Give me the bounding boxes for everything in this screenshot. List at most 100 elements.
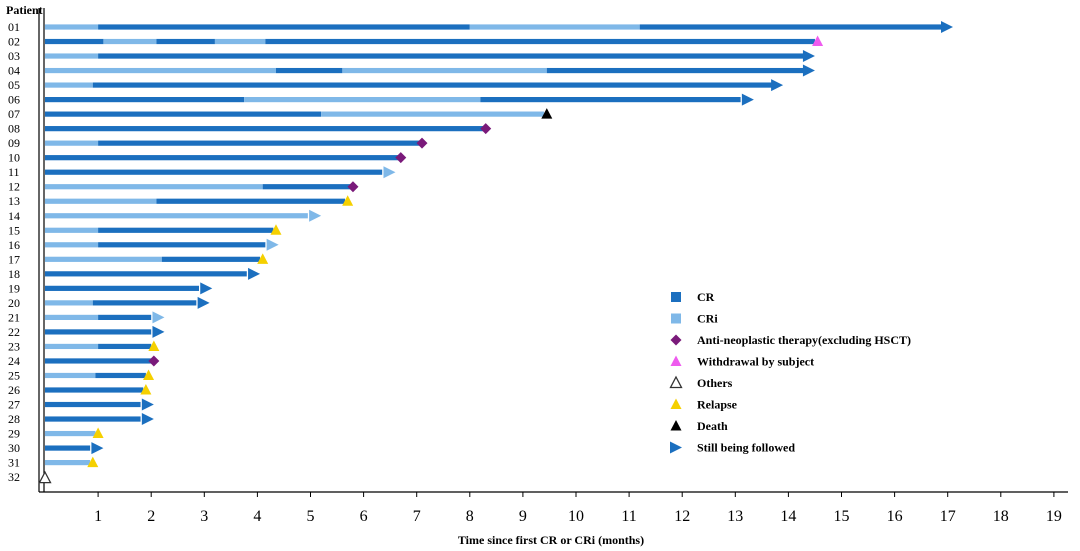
patient-row: 02 (8, 35, 824, 49)
anti-neoplastic-marker (148, 355, 160, 367)
patient-id: 13 (8, 194, 20, 208)
followed-arrow (802, 64, 815, 77)
legend-marker-death (670, 420, 682, 431)
patient-id: 27 (8, 398, 20, 412)
followed-arrow (200, 282, 213, 295)
patient-row: 07 (8, 107, 553, 121)
patient-id: 07 (8, 107, 20, 121)
cri-segment (45, 213, 308, 219)
x-tick-label: 7 (413, 508, 421, 525)
patient-row: 21 (8, 310, 165, 324)
cr-segment (45, 445, 91, 451)
patient-row: 01 (8, 20, 954, 34)
cr-segment (45, 97, 245, 103)
cri-segment (45, 140, 99, 146)
x-tick-label: 8 (466, 508, 474, 525)
followed-arrow (248, 267, 261, 280)
cri-segment (45, 82, 93, 88)
others-marker (38, 470, 52, 484)
cr-segment (546, 67, 805, 74)
patient-row: 11 (8, 165, 396, 179)
cr-segment (262, 184, 351, 190)
cri-segment (342, 67, 547, 74)
legend-marker-others (669, 375, 683, 389)
legend-item: Still being followed (670, 441, 795, 455)
cri-segment (469, 24, 640, 30)
followed-arrow (941, 21, 954, 33)
patient-row: 14 (8, 209, 322, 223)
cr-segment (45, 155, 399, 161)
anti-neoplastic-marker (416, 137, 428, 149)
legend-marker-followed (670, 441, 682, 454)
x-tick-label: 9 (519, 508, 527, 525)
patient-id: 11 (8, 165, 20, 179)
anti-neoplastic-marker (347, 181, 359, 193)
cr-segment (156, 198, 346, 204)
cri-segment (45, 256, 162, 262)
legend-marker-cr (671, 292, 681, 302)
withdrawal-marker (812, 35, 824, 47)
legend-item: CRi (671, 312, 718, 326)
patient-id: 28 (8, 412, 20, 426)
cr-segment (45, 285, 199, 291)
cr-segment (98, 242, 266, 248)
cri-segment (45, 314, 99, 320)
legend-marker-relapse (670, 398, 682, 409)
patient-id: 15 (8, 223, 20, 237)
cr-segment (45, 271, 247, 277)
followed-arrow (141, 398, 154, 411)
x-tick-label: 2 (147, 508, 155, 525)
cri-segment (103, 38, 157, 45)
legend-marker-anti (670, 334, 682, 346)
followed-arrow (152, 325, 165, 338)
axes (38, 8, 1068, 493)
patient-id: 21 (8, 310, 20, 324)
patient-id: 09 (8, 136, 20, 150)
cr-segment (98, 53, 805, 59)
cr-segment (98, 227, 274, 233)
cr-segment (161, 256, 261, 262)
legend-item: CR (671, 290, 715, 304)
x-tick-label: 17 (940, 508, 956, 525)
patient-id: 06 (8, 93, 20, 107)
cr-segment (45, 169, 383, 175)
patient-row: 05 (8, 78, 784, 92)
patient-row: 18 (8, 267, 261, 281)
cri-segment (45, 460, 91, 466)
patient-row: 28 (8, 412, 154, 426)
followed-arrow (197, 296, 210, 309)
cri-segment (45, 430, 96, 437)
followed-arrow (309, 209, 322, 222)
patient-id: 10 (8, 151, 20, 165)
followed-arrow (91, 442, 104, 455)
legend-item: Withdrawal by subject (670, 355, 814, 369)
patient-id: 16 (8, 238, 20, 252)
patient-row: 16 (8, 238, 279, 252)
x-tick-label: 13 (727, 508, 743, 525)
patient-id: 31 (8, 456, 20, 470)
patient-row: 15 (8, 223, 282, 237)
relapse-marker (148, 340, 160, 351)
patient-id: 23 (8, 339, 20, 353)
cr-segment (92, 82, 773, 88)
patient-row: 32 (8, 470, 52, 484)
patient-id: 32 (8, 470, 20, 484)
patient-row: 19 (8, 281, 213, 295)
patient-row: 26 (8, 383, 152, 397)
followed-arrow (383, 166, 396, 179)
legend-item: Death (670, 419, 728, 433)
cr-segment (98, 140, 420, 146)
patient-row: 31 (8, 456, 99, 470)
patient-id: 25 (8, 368, 20, 382)
death-marker (541, 108, 553, 119)
relapse-marker (342, 195, 354, 206)
legend-label: CR (697, 290, 715, 304)
legend-item: Anti-neoplastic therapy(excluding HSCT) (670, 333, 911, 347)
cr-segment (45, 111, 322, 117)
relapse-marker (87, 456, 99, 468)
legend: CR CRi Anti-neoplastic therapy(excluding H… (669, 290, 911, 455)
patient-id: 18 (8, 267, 20, 281)
x-tick-label: 3 (200, 508, 208, 525)
patient-id: 08 (8, 122, 20, 136)
